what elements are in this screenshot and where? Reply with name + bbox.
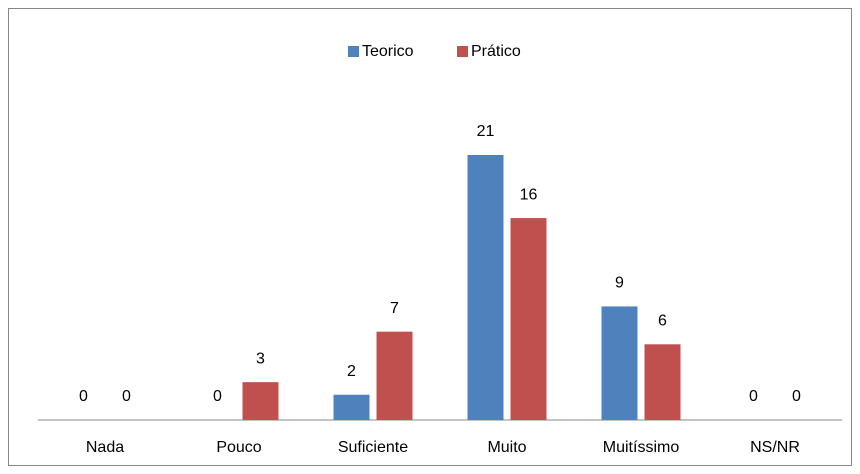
bar xyxy=(376,331,413,420)
data-label: 0 xyxy=(213,388,222,405)
data-label: 21 xyxy=(477,123,495,140)
chart-frame xyxy=(8,8,852,466)
legend-label: Prático xyxy=(471,43,521,60)
legend-swatch xyxy=(457,46,468,57)
data-label: 0 xyxy=(749,388,758,405)
data-label: 3 xyxy=(256,350,265,367)
data-label: 0 xyxy=(122,388,131,405)
bar xyxy=(510,218,547,420)
legend-swatch xyxy=(348,46,359,57)
bar xyxy=(601,306,638,420)
data-label: 7 xyxy=(390,300,399,317)
data-label: 6 xyxy=(658,313,667,330)
x-tick-label: Muitíssimo xyxy=(603,439,680,456)
bar xyxy=(467,155,504,420)
data-label: 16 xyxy=(520,186,538,203)
x-tick-label: Suficiente xyxy=(338,439,408,456)
x-tick-label: Pouco xyxy=(216,439,261,456)
bar xyxy=(333,394,370,420)
data-label: 0 xyxy=(792,388,801,405)
bar xyxy=(644,344,681,420)
data-label: 2 xyxy=(347,363,356,380)
bar xyxy=(242,382,279,420)
data-label: 9 xyxy=(615,275,624,292)
x-tick-label: NS/NR xyxy=(750,439,800,456)
legend-label: Teorico xyxy=(362,43,414,60)
x-tick-label: Nada xyxy=(86,439,124,456)
x-tick-label: Muito xyxy=(487,439,526,456)
data-label: 0 xyxy=(79,388,88,405)
